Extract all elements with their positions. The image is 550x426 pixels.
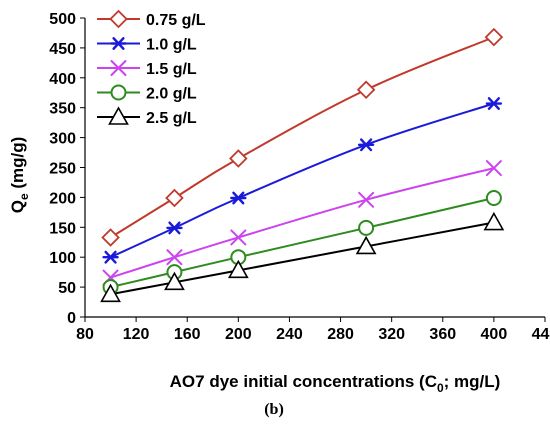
data-point-2-2: [230, 229, 247, 246]
data-point-3-4: [485, 189, 502, 206]
y-axis-title: Qe (mg/g): [8, 137, 31, 214]
data-point-0-0: [101, 228, 120, 247]
data-point-2-3: [358, 191, 375, 208]
x-tick-label: 80: [76, 326, 94, 343]
series-line-0: [110, 36, 495, 239]
axes: [80, 17, 546, 322]
y-tick-label: 100: [49, 250, 76, 267]
data-point-0-1: [165, 188, 184, 208]
x-tick-label: 440: [532, 326, 550, 343]
legend-marker-2: [110, 60, 127, 76]
data-point-0-4: [484, 27, 504, 47]
y-tick-label: 450: [49, 41, 76, 58]
series-lines: [110, 36, 495, 296]
x-tick-label: 160: [174, 326, 201, 343]
legend-marker-4: [108, 106, 129, 125]
x-tick-label: 240: [276, 326, 303, 343]
x-tick-label: 360: [429, 326, 456, 343]
x-tick-label: 320: [378, 326, 405, 343]
y-tick-label: 150: [49, 220, 76, 237]
data-point-0-2: [229, 149, 248, 168]
data-point-2-1: [166, 249, 183, 266]
data-point-0-3: [356, 80, 376, 100]
y-tick-labels: 0 50 100 150 200 250 300 350 400 450 500: [49, 11, 76, 327]
y-tick-label: 200: [49, 190, 76, 207]
series-line-4: [110, 221, 495, 296]
data-point-4-0: [100, 283, 121, 303]
y-tick-label: 400: [49, 71, 76, 88]
x-tick-labels: 80 120 160 200 240 280 320 360 400 440: [76, 326, 550, 343]
data-point-1-1: [166, 221, 183, 235]
legend-label-4: 2.5 g/L: [146, 110, 197, 127]
legend-label-3: 2.0 g/L: [146, 86, 197, 103]
x-tick-label: 400: [481, 326, 508, 343]
data-point-4-2: [227, 259, 249, 279]
legend-marker-1: [110, 37, 127, 50]
series-line-1: [110, 102, 495, 259]
series-markers: [100, 27, 505, 303]
legend-label-1: 1.0 g/L: [146, 37, 197, 54]
series-line-2: [110, 167, 495, 279]
y-tick-label: 350: [49, 101, 76, 118]
y-tick-label: 50: [58, 280, 76, 297]
y-tick-label: 500: [49, 11, 76, 28]
x-tick-label: 200: [225, 326, 252, 343]
legend-marker-3: [110, 84, 127, 101]
data-point-1-2: [230, 191, 247, 205]
data-point-3-3: [358, 219, 375, 236]
series-line-3: [110, 197, 495, 289]
y-tick-label: 300: [49, 131, 76, 148]
x-axis-title: AO7 dye initial concentrations (C0; mg/L…: [170, 372, 501, 395]
data-point-4-4: [483, 211, 505, 231]
panel-label: (b): [264, 401, 284, 418]
x-tick-label: 280: [327, 326, 354, 343]
data-point-2-4: [485, 160, 502, 177]
data-point-1-0: [102, 250, 119, 264]
y-tick-label: 0: [67, 310, 76, 327]
legend-marker-0: [109, 9, 128, 29]
data-point-1-4: [485, 97, 503, 110]
data-point-4-3: [355, 235, 377, 255]
legend-label-0: 0.75 g/L: [146, 12, 206, 29]
x-tick-label: 120: [123, 326, 150, 343]
y-tick-label: 250: [49, 161, 76, 178]
data-point-1-3: [357, 138, 375, 152]
legend: 0.75 g/L 1.0 g/L 1.5 g/L 2.0 g/L 2.5 g/L: [97, 9, 206, 127]
data-point-4-1: [164, 271, 185, 291]
legend-label-2: 1.5 g/L: [146, 61, 197, 78]
